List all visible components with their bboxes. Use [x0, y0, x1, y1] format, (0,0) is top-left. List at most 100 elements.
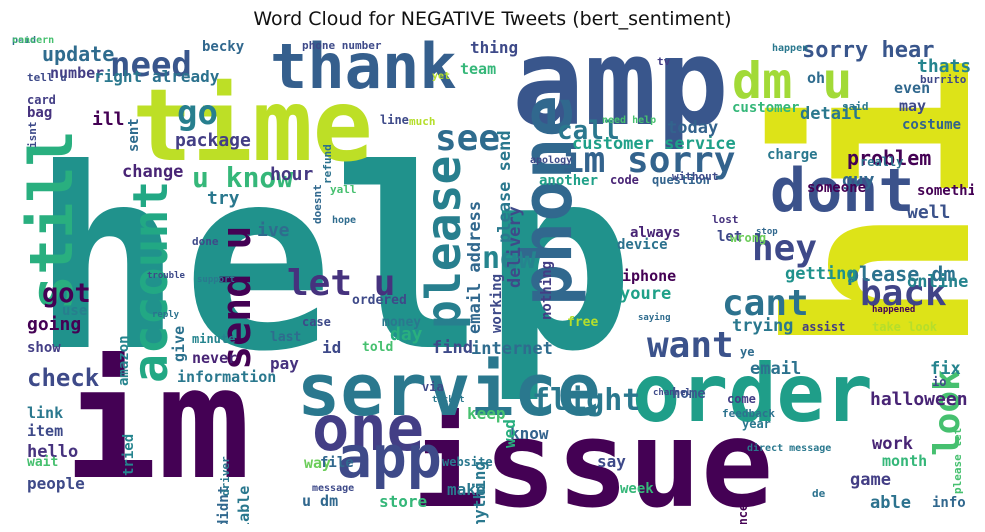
- cloud-word: check: [27, 364, 100, 392]
- cloud-word: ordered: [352, 293, 407, 308]
- cloud-word: customer service: [572, 134, 736, 154]
- cloud-word: experience: [736, 504, 750, 524]
- cloud-word: online: [907, 272, 969, 292]
- cloud-word: please let: [951, 427, 964, 494]
- cloud-word: becky: [202, 39, 245, 55]
- cloud-word: even: [894, 79, 931, 97]
- cloud-word: use: [62, 303, 88, 319]
- cloud-word: way: [304, 454, 332, 472]
- cloud-word: store: [379, 492, 428, 511]
- cloud-word: told: [362, 340, 394, 355]
- cloud-word: going: [27, 314, 82, 335]
- cloud-word: phone number: [302, 39, 382, 52]
- cloud-word: today: [667, 118, 719, 138]
- cloud-word: free: [567, 315, 599, 330]
- cloud-word: call: [557, 116, 620, 146]
- cloud-word: sorry hear: [802, 38, 935, 63]
- cloud-word: concern: [12, 36, 55, 46]
- cloud-word: delivery: [505, 205, 525, 288]
- cloud-word: getting: [785, 264, 857, 284]
- cloud-word: amazon: [116, 335, 132, 387]
- cloud-word: website: [442, 455, 493, 469]
- cloud-word: amp: [512, 36, 729, 153]
- cloud-word: working: [489, 273, 505, 333]
- cloud-word: oh: [807, 69, 826, 87]
- cloud-word: come: [727, 392, 756, 406]
- cloud-word: thing: [470, 38, 519, 57]
- cloud-word: hour: [270, 164, 314, 185]
- cloud-word: charge: [767, 147, 818, 163]
- cloud-word: pay: [270, 354, 299, 373]
- word-cloud: help im issue hi amp time order service thank pho…: [12, 36, 974, 524]
- cloud-word: message: [312, 483, 355, 494]
- cloud-word: right: [94, 67, 143, 86]
- cloud-word: happen: [772, 43, 809, 54]
- cloud-word: see: [435, 118, 501, 159]
- cloud-word: team: [460, 60, 497, 78]
- cloud-word: show: [27, 340, 61, 356]
- cloud-word: game: [850, 470, 891, 490]
- cloud-word: question: [652, 173, 710, 187]
- cloud-word: much: [409, 115, 436, 128]
- cloud-word: said: [842, 100, 869, 113]
- cloud-word: find: [432, 338, 473, 358]
- cloud-word: minute: [192, 332, 236, 346]
- cloud-word: work: [872, 434, 913, 454]
- cloud-word: burrito: [920, 73, 967, 86]
- cloud-word: id: [322, 338, 342, 357]
- cloud-word: something: [917, 183, 974, 199]
- cloud-word: want: [647, 325, 734, 366]
- cloud-word: wed: [500, 418, 519, 448]
- cloud-word: sent: [126, 117, 142, 152]
- cloud-word: file: [320, 455, 354, 471]
- cloud-word: ticket: [432, 395, 465, 405]
- cloud-word: ye: [740, 345, 755, 359]
- cloud-word: keep: [467, 404, 506, 423]
- cloud-word: one: [312, 392, 424, 465]
- cloud-word: feedback: [722, 407, 775, 420]
- cloud-word: please: [416, 155, 472, 329]
- cloud-word: well: [907, 202, 951, 223]
- cloud-word: really: [860, 155, 904, 169]
- cloud-word: isnt: [26, 121, 39, 149]
- cloud-word: yall: [330, 183, 357, 196]
- cloud-word: change: [122, 162, 184, 182]
- cloud-word: app: [337, 423, 442, 491]
- cloud-word: never: [192, 349, 238, 367]
- cloud-word: detail: [800, 104, 862, 124]
- cloud-word: device: [617, 237, 668, 253]
- cloud-word: case: [302, 315, 331, 329]
- cloud-word: stop: [756, 227, 778, 237]
- cloud-word: able: [870, 493, 911, 513]
- cloud-word: reply: [152, 310, 180, 320]
- cloud-word: iphone: [622, 267, 677, 285]
- cloud-word: channel: [653, 388, 691, 398]
- cloud-word: trouble: [147, 271, 185, 281]
- cloud-word: im: [64, 333, 251, 514]
- cloud-word: support: [197, 275, 235, 285]
- cloud-word: youre: [620, 284, 672, 304]
- cloud-word: home: [672, 386, 706, 402]
- cloud-word: apology: [530, 155, 573, 166]
- cloud-word: link: [27, 404, 64, 422]
- cloud-word: happened: [872, 305, 916, 315]
- cloud-word: tried: [121, 433, 137, 476]
- cloud-word: try: [207, 188, 240, 209]
- cloud-word: dont: [770, 156, 915, 226]
- cloud-word: driver: [219, 455, 232, 496]
- cloud-word: tv: [657, 55, 671, 68]
- cloud-word: fix: [930, 359, 961, 379]
- cloud-word: code: [610, 173, 639, 187]
- cloud-word: email: [750, 359, 802, 379]
- cloud-word: yet: [432, 71, 451, 82]
- cloud-word: wrong: [730, 231, 767, 245]
- cloud-word: via: [422, 380, 444, 394]
- cloud-word: saying: [638, 313, 671, 323]
- cloud-word: another: [539, 173, 599, 189]
- cloud-word: order: [632, 347, 873, 440]
- cloud-word: someone: [807, 180, 867, 196]
- cloud-word: line: [380, 113, 409, 127]
- cloud-word: issue: [412, 396, 774, 525]
- cloud-word: halloween: [870, 389, 968, 410]
- cloud-word: u dm: [302, 492, 339, 510]
